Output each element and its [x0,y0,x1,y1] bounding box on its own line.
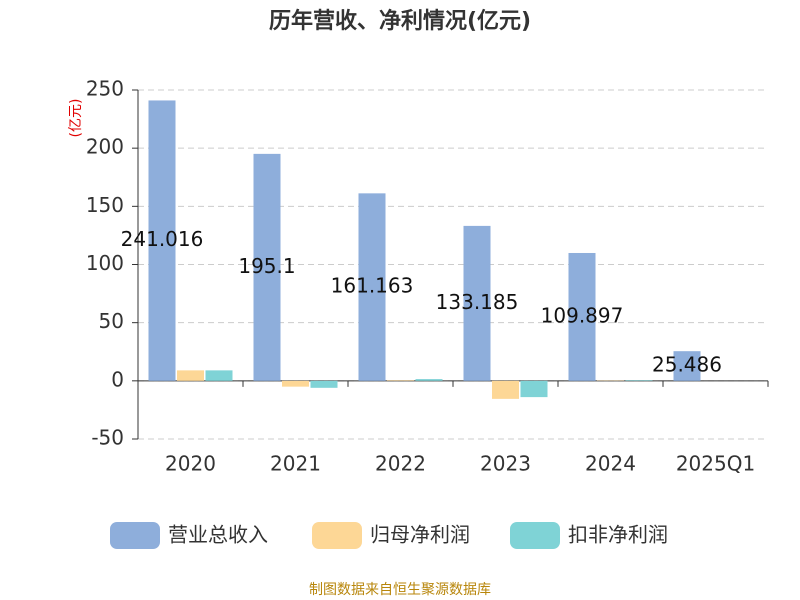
x-tick-label: 2022 [375,452,426,476]
data-label: 25.486 [652,353,722,377]
x-tick-label: 2025Q1 [676,452,755,476]
bar [148,100,176,381]
legend-swatch [110,522,160,549]
bar [387,380,414,381]
bar [520,380,548,398]
legend-swatch [312,522,362,549]
y-tick-label: 150 [86,193,124,217]
bar [492,380,519,399]
data-label: 109.897 [541,303,624,327]
bar [463,225,491,381]
bar [625,380,653,381]
legend-swatch [510,522,560,549]
y-tick-label: 0 [111,367,124,391]
y-tick-label: 50 [99,309,124,333]
bar [415,379,443,381]
y-tick-label: 200 [86,135,124,159]
legend-label: 归母净利润 [370,523,470,547]
chart-title: 历年营收、净利情况(亿元) [269,8,531,34]
bar [205,370,233,381]
y-tick-label: 250 [86,77,124,101]
legend-label: 扣非净利润 [568,523,668,547]
legend-label: 营业总收入 [168,523,268,547]
x-tick-label: 2021 [270,452,321,476]
data-label: 161.163 [331,274,414,298]
x-tick-label: 2020 [165,452,216,476]
y-tick-label: 100 [86,251,124,275]
source-note: 制图数据来自恒生聚源数据库 [309,582,491,598]
bar [673,351,701,381]
y-axis-label: (亿元) [68,99,84,138]
bar [282,380,309,387]
x-tick-label: 2024 [585,452,636,476]
bar [358,193,386,381]
data-label: 241.016 [121,227,204,251]
y-tick-label: -50 [91,426,124,450]
bar [310,380,338,388]
data-label: 133.185 [436,290,519,314]
bar [568,252,596,381]
data-label: 195.1 [238,254,295,278]
x-tick-label: 2023 [480,452,531,476]
bar [253,153,281,381]
bar [177,370,204,381]
